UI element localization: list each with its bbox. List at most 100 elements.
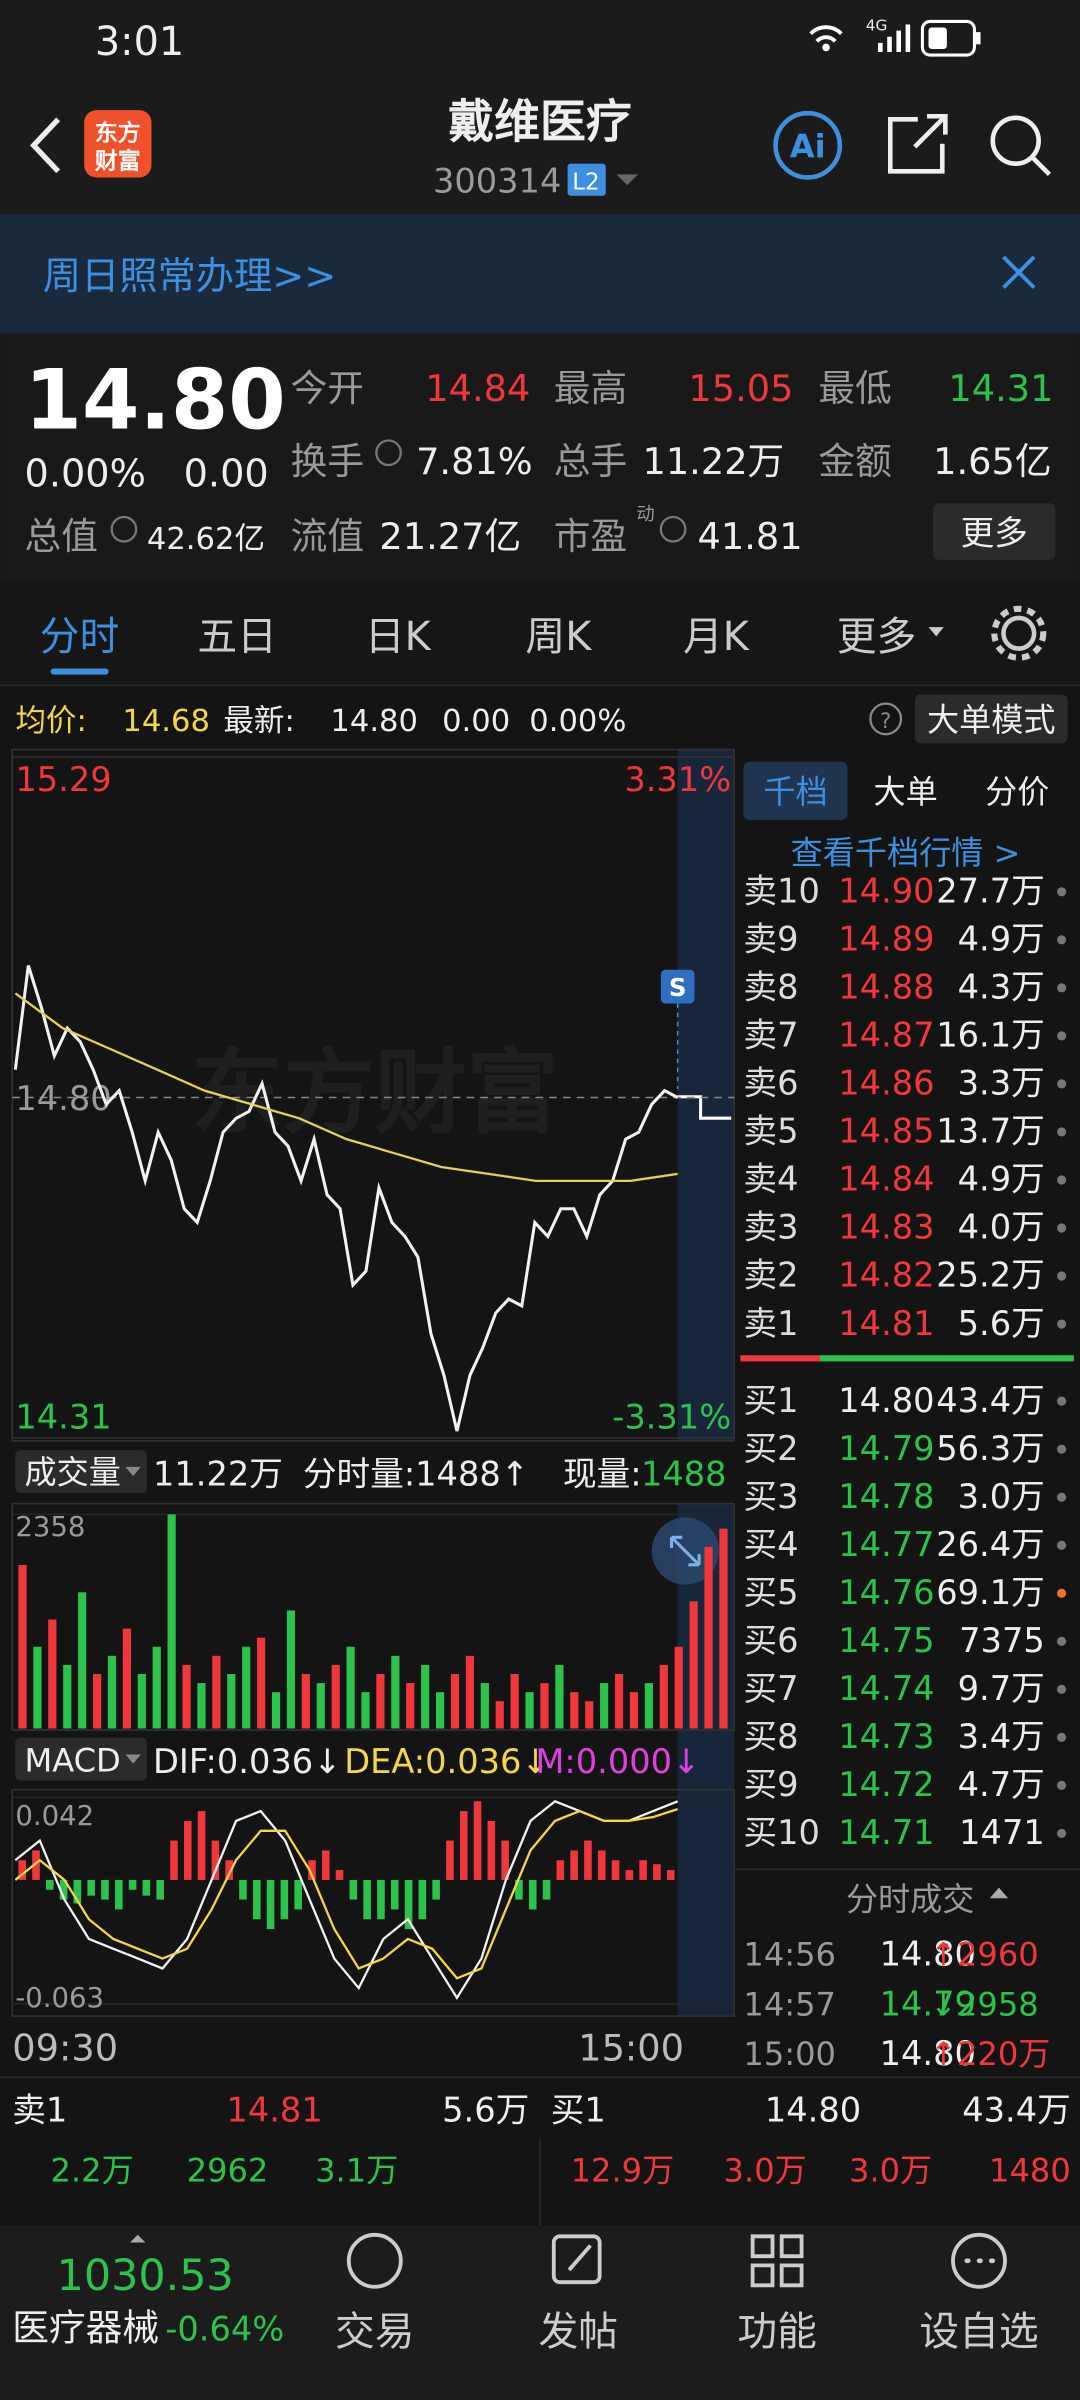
- book-level: 卖3: [743, 1208, 798, 1247]
- macd-bar: [473, 1801, 482, 1880]
- share-button[interactable]: [887, 113, 948, 174]
- volume-bar: [212, 1655, 221, 1729]
- book-volume: 7375: [959, 1621, 1045, 1660]
- ai-button[interactable]: [773, 110, 843, 180]
- function-icon[interactable]: [750, 2234, 804, 2288]
- ai-icon[interactable]: Ai: [790, 128, 826, 166]
- signal-icon: [878, 24, 911, 53]
- macd-bar: [501, 1840, 509, 1880]
- banner-close[interactable]: [1002, 255, 1036, 289]
- book-price: 14.84: [838, 1160, 934, 1199]
- volume-bar: [197, 1683, 206, 1729]
- trade-volume: ↑220万: [930, 2035, 1050, 2073]
- avg-label: 均价:: [15, 704, 86, 739]
- volume-bar: [361, 1692, 370, 1729]
- volume-bar: [450, 1673, 460, 1729]
- macd-bar: [487, 1820, 496, 1880]
- trade-price: 14.80: [880, 1935, 976, 1974]
- field-value: 14.31: [948, 367, 1053, 410]
- nav-item[interactable]: 设自选: [919, 2309, 1038, 2355]
- tab[interactable]: 五日: [197, 614, 277, 660]
- book-link[interactable]: 查看千档行情 >: [791, 834, 1021, 872]
- help-icon[interactable]: [869, 702, 903, 736]
- macd-bar: [418, 1879, 427, 1920]
- more-button-text[interactable]: 更多: [961, 514, 1028, 553]
- more-button[interactable]: [933, 503, 1056, 560]
- volume-selector[interactable]: [15, 1450, 147, 1493]
- macd-bar: [87, 1879, 95, 1896]
- bottom-price: 14.81: [226, 2091, 322, 2130]
- volume-bar: [510, 1673, 519, 1729]
- logo-text: 财富: [95, 147, 141, 174]
- mode-button[interactable]: [914, 694, 1068, 744]
- logo-text: 东方: [95, 120, 141, 147]
- book-tab[interactable]: 分价: [985, 773, 1049, 811]
- trade-volume: ↑2960: [930, 1936, 1039, 1974]
- mode-button-text[interactable]: 大单模式: [927, 701, 1055, 739]
- book-volume: 56.3万: [936, 1429, 1045, 1468]
- active-tab-bg: [743, 761, 848, 820]
- volume-bar: [435, 1692, 445, 1729]
- macd-bar: [32, 1850, 40, 1880]
- volume-bar: [92, 1673, 102, 1729]
- watermark: 东方财富: [191, 1039, 558, 1146]
- tab[interactable]: 更多: [837, 614, 917, 660]
- info-icon[interactable]: [659, 515, 687, 543]
- back-button[interactable]: [30, 117, 61, 174]
- book-dot: [1057, 983, 1067, 993]
- bottom-level: 买1: [551, 2091, 606, 2130]
- chart-frame: [11, 748, 736, 1442]
- dropdown-icon[interactable]: [928, 627, 944, 637]
- nav-item[interactable]: 功能: [737, 2309, 817, 2355]
- index-name: 医疗器械: [12, 2306, 159, 2349]
- book-tab[interactable]: 大单: [873, 773, 937, 811]
- level-badge: [567, 163, 606, 196]
- macd-bar: [239, 1879, 247, 1900]
- search-button[interactable]: [990, 115, 1041, 166]
- macd-bar: [625, 1870, 634, 1880]
- trade-icon[interactable]: [346, 2232, 403, 2289]
- info-icon[interactable]: [375, 439, 402, 467]
- macd-bar: [128, 1879, 137, 1890]
- field-value: 21.27亿: [379, 515, 521, 558]
- macd-bar: [308, 1860, 316, 1880]
- expand-icon[interactable]: [130, 2234, 146, 2243]
- macd-bar: [390, 1879, 399, 1910]
- nav-item[interactable]: 交易: [335, 2309, 415, 2355]
- nav-item[interactable]: 发帖: [538, 2309, 618, 2355]
- volume-bar: [137, 1673, 146, 1729]
- tab[interactable]: 日K: [365, 614, 432, 660]
- volume-bar: [242, 1646, 251, 1729]
- book-dot: [1057, 1636, 1067, 1646]
- book-dot: [1057, 1079, 1067, 1089]
- signal-marker[interactable]: [660, 969, 695, 1004]
- macd-bar: [542, 1879, 551, 1900]
- banner-bg: [0, 214, 1080, 334]
- dropdown-icon[interactable]: [616, 174, 638, 186]
- y-tick-label: -0.063: [15, 1982, 104, 2014]
- settings-button[interactable]: [1001, 615, 1037, 651]
- banner-text[interactable]: 周日照常办理>>: [43, 255, 336, 299]
- volume-bar: [465, 1655, 475, 1729]
- tab-indicator: [50, 668, 109, 675]
- field-value: 1.65亿: [933, 440, 1051, 483]
- book-level: 买8: [743, 1717, 798, 1756]
- watchlist-icon[interactable]: [951, 2232, 1007, 2289]
- post-icon[interactable]: [551, 2234, 602, 2285]
- trade-time: 15:00: [743, 2035, 836, 2073]
- sort-icon[interactable]: [989, 1887, 1009, 1899]
- volume-bar: [286, 1610, 296, 1729]
- indicator-selector[interactable]: [15, 1737, 147, 1781]
- macd-bar: [459, 1811, 468, 1880]
- volume-bar: [585, 1701, 594, 1729]
- tab[interactable]: 周K: [525, 614, 592, 660]
- info-icon[interactable]: [110, 515, 138, 543]
- book-level: 卖8: [743, 968, 798, 1007]
- tab[interactable]: 月K: [683, 614, 750, 660]
- network-type: 4G: [866, 17, 888, 35]
- book-volume: 25.2万: [936, 1256, 1045, 1295]
- book-tab[interactable]: 千档: [763, 773, 827, 811]
- tab[interactable]: 分时: [40, 614, 120, 660]
- app-logo[interactable]: [84, 110, 152, 178]
